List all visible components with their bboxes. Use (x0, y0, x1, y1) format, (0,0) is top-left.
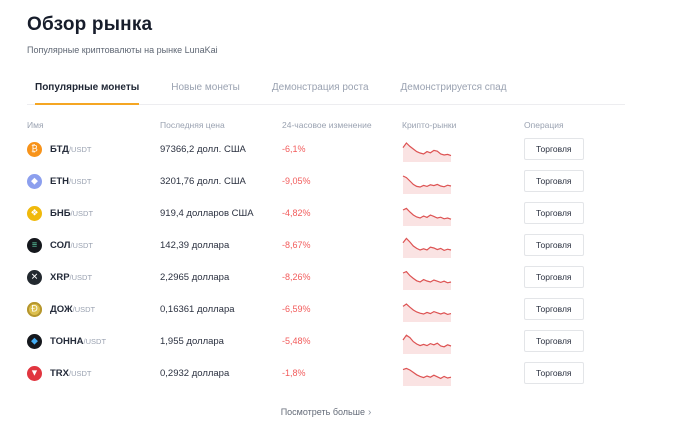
coin-name-cell: ❖ БНБ/USDT (27, 205, 160, 221)
table-row: ▼ TRX/USDT 0,2932 доллара -1,8% Торговля (27, 357, 625, 389)
column-header-crypto-markets: Крипто-рынки (402, 120, 457, 130)
pair-label: ТОННА/USDT (50, 335, 107, 347)
change-24h: -8,67% (282, 240, 311, 250)
change-24h: -6,1% (282, 144, 306, 154)
last-price: 142,39 доллара (160, 239, 230, 251)
tab-showing-decline[interactable]: Демонстрируется спад (400, 82, 507, 93)
change-24h: -9,05% (282, 176, 311, 186)
operation-cell: Торговля (524, 330, 625, 352)
operation-cell: Торговля (524, 362, 625, 384)
trade-button[interactable]: Торговля (524, 202, 584, 224)
change-24h: -4,82% (282, 208, 311, 218)
table-row: ≡ СОЛ/USDT 142,39 доллара -8,67% Торговл… (27, 229, 625, 261)
table-row: ◆ ТОННА/USDT 1,955 доллара -5,48% Торгов… (27, 325, 625, 357)
sparkline-chart (402, 167, 524, 195)
coin-name-cell: ◆ ETH/USDT (27, 173, 160, 189)
tab-popular-coins[interactable]: Популярные монеты (35, 82, 140, 105)
column-header-24h-change: 24-часовое изменение (282, 120, 372, 130)
doge-icon: Ð (27, 301, 42, 317)
table-body: ₿ БТД/USDT 97366,2 долл. США -6,1% Торго… (27, 133, 662, 389)
sparkline-chart (402, 135, 524, 163)
trade-button[interactable]: Торговля (524, 330, 584, 352)
page-title: Обзор рынка (27, 14, 153, 35)
last-price: 0,16361 доллара (160, 303, 235, 315)
table-row: ₿ БТД/USDT 97366,2 долл. США -6,1% Торго… (27, 133, 625, 165)
eth-icon: ◆ (27, 173, 42, 189)
pair-label: TRX/USDT (50, 367, 92, 379)
sparkline-chart (402, 327, 524, 355)
sol-icon: ≡ (27, 237, 42, 253)
last-price: 97366,2 долл. США (160, 143, 246, 155)
sparkline-chart (402, 263, 524, 291)
market-overview-page: Обзор рынка Популярные криптовалюты на р… (27, 14, 662, 420)
tab-showing-growth[interactable]: Демонстрация роста (271, 82, 369, 93)
sparkline-chart (402, 231, 524, 259)
last-price: 919,4 долларов США (160, 207, 254, 219)
trx-icon: ▼ (27, 365, 42, 381)
trade-button[interactable]: Торговля (524, 234, 584, 256)
column-header-last-price: Последняя цена (160, 120, 225, 130)
change-24h: -1,8% (282, 368, 306, 378)
table-footer: Посмотреть больше › (27, 402, 625, 420)
tab-new-coins[interactable]: Новые монеты (171, 82, 240, 93)
table-row: ❖ БНБ/USDT 919,4 долларов США -4,82% Тор… (27, 197, 625, 229)
xrp-icon: ✕ (27, 269, 42, 285)
operation-cell: Торговля (524, 234, 625, 256)
coin-name-cell: ✕ XRP/USDT (27, 269, 160, 285)
bnb-icon: ❖ (27, 205, 42, 221)
trade-button[interactable]: Торговля (524, 138, 584, 160)
coin-name-cell: ₿ БТД/USDT (27, 141, 160, 157)
trade-button[interactable]: Торговля (524, 266, 584, 288)
table-header: Имя Последняя цена 24-часовое изменение … (27, 120, 625, 130)
last-price: 3201,76 долл. США (160, 175, 246, 187)
coin-name-cell: ◆ ТОННА/USDT (27, 333, 160, 349)
pair-label: ДОЖ/USDT (50, 303, 96, 315)
view-more-link[interactable]: Посмотреть больше › (281, 407, 372, 418)
trade-button[interactable]: Торговля (524, 362, 584, 384)
last-price: 1,955 доллара (160, 335, 224, 347)
coin-name-cell: ≡ СОЛ/USDT (27, 237, 160, 253)
coin-name-cell: Ð ДОЖ/USDT (27, 301, 160, 317)
operation-cell: Торговля (524, 170, 625, 192)
sparkline-chart (402, 295, 524, 323)
column-header-name: Имя (27, 120, 44, 130)
chevron-right-icon: › (367, 406, 372, 418)
trade-button[interactable]: Торговля (524, 298, 584, 320)
table-row: Ð ДОЖ/USDT 0,16361 доллара -6,59% Торгов… (27, 293, 625, 325)
view-more-label: Посмотреть больше (280, 407, 365, 417)
change-24h: -6,59% (282, 304, 311, 314)
pair-label: СОЛ/USDT (50, 239, 93, 251)
pair-label: БТД/USDT (50, 143, 92, 155)
last-price: 0,2932 доллара (160, 367, 230, 379)
operation-cell: Торговля (524, 202, 625, 224)
last-price: 2,2965 доллара (160, 271, 230, 283)
page-subtitle: Популярные криптовалюты на рынке LunaKai (27, 45, 218, 55)
pair-label: БНБ/USDT (50, 207, 94, 219)
pair-label: XRP/USDT (50, 271, 93, 283)
pair-label: ETH/USDT (50, 175, 92, 187)
change-24h: -8,26% (282, 272, 311, 282)
operation-cell: Торговля (524, 138, 625, 160)
change-24h: -5,48% (282, 336, 311, 346)
table-row: ◆ ETH/USDT 3201,76 долл. США -9,05% Торг… (27, 165, 625, 197)
tabs-bar: Популярные монеты Новые монеты Демонстра… (27, 82, 625, 105)
column-header-operation: Операция (524, 120, 564, 130)
coin-name-cell: ▼ TRX/USDT (27, 365, 160, 381)
btc-icon: ₿ (27, 141, 42, 157)
trade-button[interactable]: Торговля (524, 170, 584, 192)
sparkline-chart (402, 359, 524, 387)
sparkline-chart (402, 199, 524, 227)
table-row: ✕ XRP/USDT 2,2965 доллара -8,26% Торговл… (27, 261, 625, 293)
operation-cell: Торговля (524, 266, 625, 288)
operation-cell: Торговля (524, 298, 625, 320)
ton-icon: ◆ (27, 333, 42, 349)
